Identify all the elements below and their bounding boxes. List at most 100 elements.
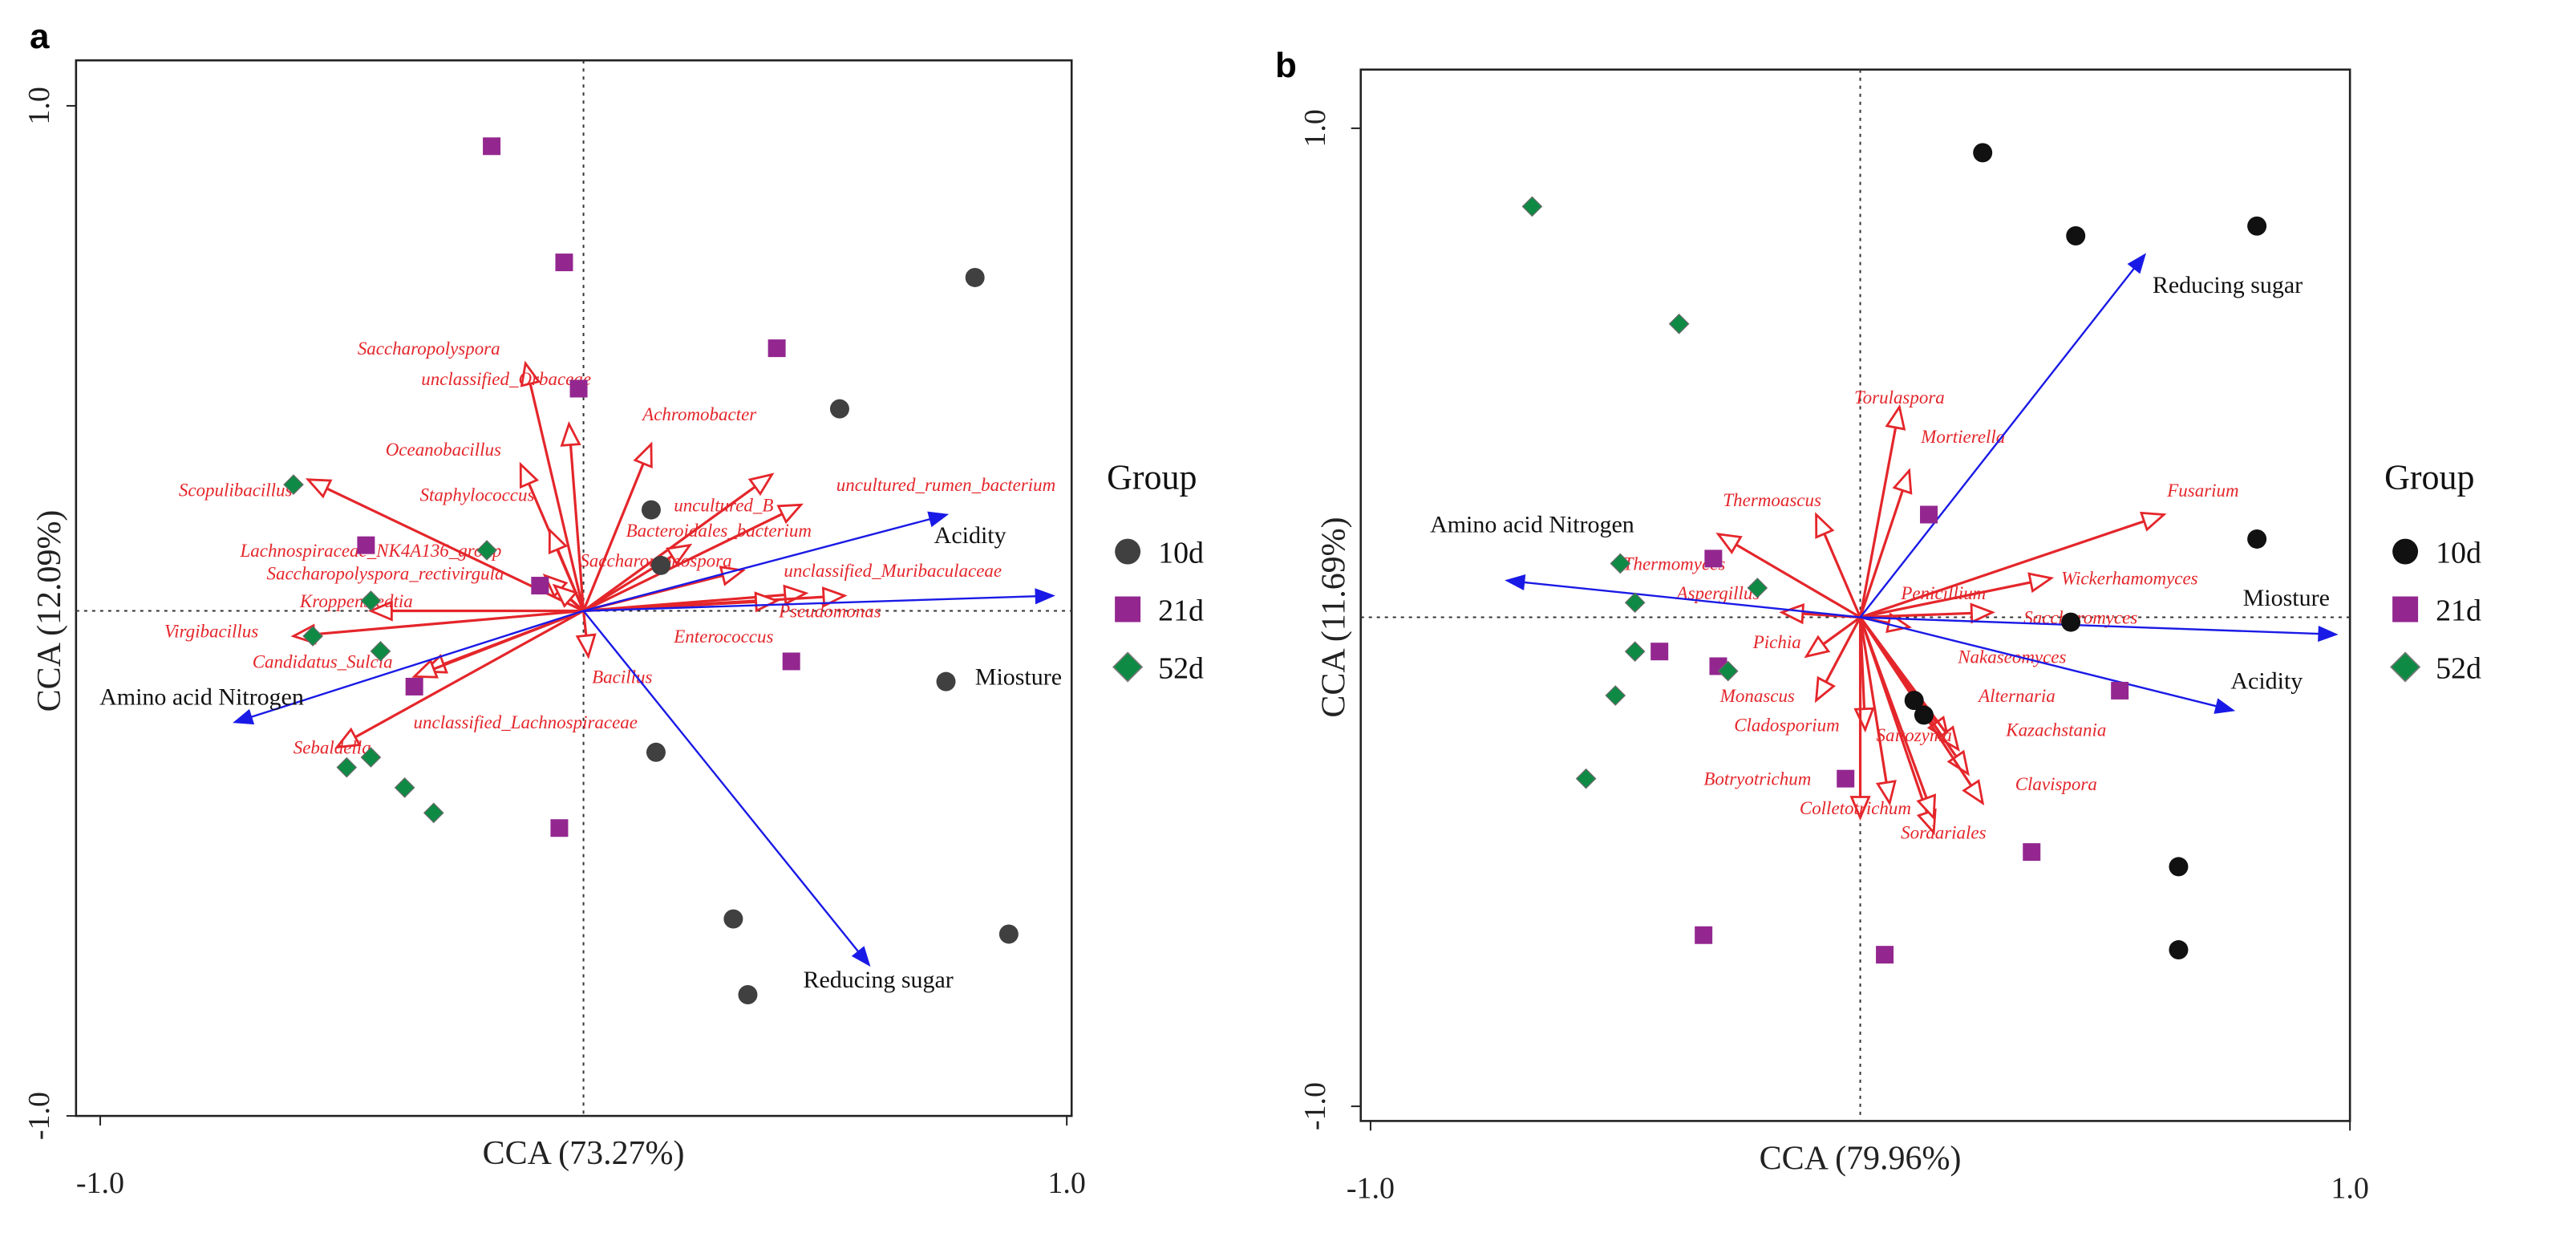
point-10d bbox=[2169, 940, 2189, 960]
legend-label-52d: 52d bbox=[1158, 651, 1204, 685]
x-axis-title: CCA (79.96%) bbox=[1760, 1140, 1962, 1177]
point-21d bbox=[357, 536, 375, 554]
species-arrow-line bbox=[1860, 610, 1993, 619]
point-10d bbox=[2066, 226, 2086, 246]
point-10d bbox=[2247, 529, 2267, 549]
legend-marker-21d bbox=[1115, 596, 1141, 622]
plot-frame bbox=[1359, 68, 2351, 1122]
y-tick-label: 1.0 bbox=[1298, 109, 1332, 147]
species-arrow-head bbox=[1715, 533, 1743, 555]
env-arrow-line bbox=[1507, 579, 1861, 618]
species-arrow-head bbox=[719, 566, 746, 586]
species-label: Alternaria bbox=[1977, 686, 2056, 706]
point-10d bbox=[723, 909, 743, 929]
species-label: Sordariales bbox=[1901, 823, 1986, 843]
species-arrow-line bbox=[1860, 577, 2051, 619]
species-arrow-line bbox=[582, 503, 802, 612]
y-axis-title: CCA (11.69%) bbox=[1316, 517, 1353, 717]
species-arrow-line bbox=[1858, 617, 1891, 804]
species-arrow-head bbox=[1814, 675, 1836, 704]
species-arrow-head bbox=[747, 472, 775, 497]
point-52d bbox=[360, 590, 382, 611]
env-arrow-head bbox=[1035, 588, 1055, 605]
species-arrow-head bbox=[633, 441, 653, 469]
species-arrow-line bbox=[582, 473, 773, 612]
y-axis-title: CCA (12.09%) bbox=[31, 510, 68, 712]
point-52d bbox=[1575, 768, 1597, 789]
point-52d bbox=[370, 641, 391, 662]
species-arrow-head bbox=[519, 461, 540, 489]
x-tick-label: 1.0 bbox=[2331, 1171, 2368, 1205]
species-arrow-head bbox=[367, 600, 393, 622]
species-arrow-head bbox=[520, 360, 541, 387]
species-arrow-head bbox=[1815, 512, 1835, 539]
env-label: Amino acid Nitrogen bbox=[1430, 512, 1634, 538]
species-arrow-head bbox=[1962, 779, 1985, 806]
point-21d bbox=[1704, 549, 1723, 568]
species-label: Wickerhamomyces bbox=[2061, 569, 2198, 589]
species-arrow-head bbox=[411, 659, 439, 679]
species-label: Cladosporium bbox=[1734, 716, 1839, 736]
x-axis-title: CCA (73.27%) bbox=[483, 1135, 685, 1172]
point-52d bbox=[1668, 313, 1690, 335]
point-21d bbox=[1920, 505, 1938, 524]
point-10d bbox=[646, 742, 666, 762]
species-arrow-line bbox=[1859, 616, 1935, 818]
species-arrow-head bbox=[1853, 707, 1875, 733]
species-label: Bacteroidales_bacterium bbox=[626, 521, 812, 541]
env-arrow-head bbox=[851, 946, 871, 967]
species-label: Clavispora bbox=[2015, 774, 2097, 794]
species-arrow-line bbox=[1859, 470, 1911, 618]
species-arrow-head bbox=[305, 478, 333, 499]
species-arrow-head bbox=[665, 543, 693, 566]
point-10d bbox=[641, 500, 661, 520]
species-label: Kazachstania bbox=[2005, 720, 2106, 740]
species-arrow-head bbox=[1779, 603, 1804, 625]
species-label: Virgibacillus bbox=[164, 622, 258, 642]
legend-title: Group bbox=[1107, 458, 1197, 497]
env-arrow-line bbox=[583, 513, 946, 612]
y-tick-label: -1.0 bbox=[22, 1092, 56, 1140]
species-arrow-head bbox=[1970, 602, 1995, 624]
species-arrow-head bbox=[2139, 511, 2167, 532]
env-arrow-line bbox=[235, 610, 584, 724]
point-10d bbox=[650, 555, 670, 575]
species-label: unclassified_Muribaculaceae bbox=[784, 561, 1002, 581]
point-21d bbox=[550, 819, 569, 837]
env-arrow-line bbox=[582, 610, 870, 965]
species-label: uncultured_rumen_bacterium bbox=[836, 475, 1055, 495]
legend-marker-10d bbox=[1115, 538, 1141, 565]
point-21d bbox=[1876, 946, 1894, 964]
species-arrow-line bbox=[336, 610, 585, 748]
env-arrow-line bbox=[583, 594, 1053, 612]
species-label: Sebaldella bbox=[294, 737, 371, 757]
point-21d bbox=[2111, 681, 2129, 700]
species-arrow-head bbox=[552, 583, 578, 608]
point-21d bbox=[1695, 926, 1713, 944]
point-10d bbox=[2247, 216, 2267, 236]
species-label: Mortierella bbox=[1920, 427, 2005, 447]
species-label: Scopulibacillus bbox=[179, 480, 293, 500]
species-arrow-line bbox=[582, 444, 653, 612]
legend-label-10d: 10d bbox=[2436, 537, 2481, 570]
env-arrow-head bbox=[1505, 574, 1526, 591]
env-arrow-head bbox=[927, 511, 950, 528]
legend-label-21d: 21d bbox=[1158, 594, 1204, 628]
env-arrow-head bbox=[2318, 626, 2339, 643]
species-label: Botryotrichum bbox=[1703, 769, 1811, 789]
env-arrow-head bbox=[233, 708, 255, 725]
species-label: Candidatus_Sulcia bbox=[253, 651, 393, 671]
legend-b: Group 10d 21d 52d bbox=[2384, 458, 2481, 686]
point-21d bbox=[782, 652, 800, 671]
env-label: Amino acid Nitrogen bbox=[99, 684, 304, 711]
legend-title: Group bbox=[2384, 458, 2474, 497]
env-label: Acidity bbox=[934, 522, 1007, 549]
species-arrow-head bbox=[1804, 635, 1831, 659]
x-tick-label: -1.0 bbox=[1347, 1171, 1395, 1205]
point-52d bbox=[394, 777, 415, 798]
species-arrow-head bbox=[776, 503, 804, 525]
point-10d bbox=[998, 924, 1019, 944]
point-10d bbox=[1914, 705, 1934, 725]
species-label: Colletotrichum bbox=[1800, 798, 1911, 818]
